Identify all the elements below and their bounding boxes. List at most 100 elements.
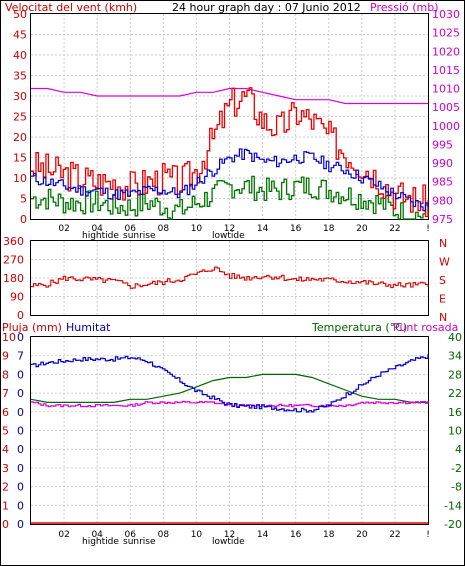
- pressure-tick: 1000: [432, 120, 460, 133]
- humidity-tick: 0: [17, 331, 24, 344]
- temperature-tick: 22: [448, 387, 462, 400]
- temperature-tick: 4: [455, 443, 462, 456]
- direction-tick: 180: [3, 272, 24, 285]
- rain-tick: 9: [2, 350, 9, 363]
- event-lowtide: lowtide: [212, 231, 245, 241]
- wind-panel-hour-labels: 02 04 06 08 10 12 14 16 18 20 22!: [58, 224, 429, 234]
- hour-label: 14: [257, 224, 269, 234]
- rain-tick: 7: [2, 387, 9, 400]
- bottom-hour-label: 12: [224, 530, 235, 540]
- pressure-tick: 1025: [432, 27, 460, 40]
- hour-label: 02: [58, 224, 69, 234]
- pressure-tick: 990: [432, 157, 453, 170]
- temperature-title: Temperatura (°C): [311, 321, 407, 334]
- wind-tick: 20: [13, 131, 27, 144]
- pressure-tick: 1030: [432, 8, 460, 21]
- humidity-tick: 0: [17, 425, 24, 438]
- humidity-line: [31, 354, 429, 413]
- bottom-hour-label: !: [426, 530, 430, 540]
- wind-tick: 50: [13, 8, 27, 21]
- direction-tick: 360: [3, 235, 24, 248]
- humidity-tick: 0: [17, 443, 24, 456]
- pressure-title: Pressió (mb): [370, 1, 439, 14]
- humidity-tick: 0: [17, 368, 24, 381]
- temperature-line: [30, 373, 428, 403]
- compass-letter: E: [439, 293, 446, 306]
- bottom-hour-label: 16: [290, 530, 302, 540]
- humidity-tick: 0: [17, 462, 24, 475]
- pressure-tick: 1015: [432, 64, 460, 77]
- direction-tick: 0: [17, 309, 24, 322]
- pressure-tick: 995: [432, 138, 453, 151]
- wind-tick: 10: [13, 172, 27, 185]
- direction-tick: 90: [10, 291, 24, 304]
- direction-panel-grid: [31, 241, 428, 315]
- rain-title: Pluja (mm): [2, 321, 62, 334]
- humidity-tick: 0: [17, 518, 24, 531]
- wind-panel-series: [31, 87, 429, 220]
- compass-letter: S: [439, 274, 446, 287]
- temperature-tick: -14: [444, 499, 462, 512]
- pressure-line: [31, 87, 428, 105]
- wind-tick: 5: [20, 193, 27, 206]
- humidity-tick: 7: [17, 350, 24, 363]
- pressure-tick: 1020: [432, 45, 460, 58]
- compass-letter: W: [439, 256, 450, 269]
- wind-tick: 0: [20, 213, 27, 226]
- direction-tick: 270: [3, 254, 24, 267]
- wind-title: Velocitat del vent (kmh): [5, 1, 137, 14]
- bottom-event-sunrise: sunrise: [123, 537, 156, 547]
- wind-tick: 25: [13, 111, 27, 124]
- rain-tick: 4: [2, 443, 9, 456]
- rain-tick: 10: [2, 331, 16, 344]
- hour-label: 04: [91, 224, 103, 234]
- bottom-hour-label: 04: [91, 530, 103, 540]
- wind-tick: 30: [13, 90, 27, 103]
- rain-tick: 8: [2, 368, 9, 381]
- pressure-axis-ticks: 975 980 985 990 995 1000 1005 1010 1015 1020 1025 1…: [432, 8, 460, 226]
- event-hightide: hightide: [82, 231, 119, 241]
- temperature-tick: 16: [448, 406, 462, 419]
- temperature-tick: 28: [448, 368, 462, 381]
- wind-tick: 15: [13, 152, 27, 165]
- rain-tick: 3: [2, 462, 9, 475]
- bottom-hour-label: 10: [191, 530, 203, 540]
- bottom-hour-label: 08: [158, 530, 170, 540]
- bottom-event-lowtide: lowtide: [212, 537, 245, 547]
- wind-avg-line: [31, 148, 429, 212]
- hour-label: 16: [290, 224, 302, 234]
- wind-tick: 35: [13, 70, 27, 83]
- humidity-tick: 0: [17, 481, 24, 494]
- humidity-tick: 0: [17, 406, 24, 419]
- wind-gust-line: [31, 87, 429, 218]
- temperature-axis-ticks: 40 34 28 22 16 10 4 -2 -8 -14 -20: [444, 331, 462, 531]
- bottom-hour-label: 06: [125, 530, 137, 540]
- humidity-tick: 0: [17, 387, 24, 400]
- dewpoint-title: Punt rosada: [393, 321, 458, 334]
- temperature-tick: 10: [448, 425, 462, 438]
- temperature-tick: -8: [451, 481, 462, 494]
- pressure-tick: 980: [432, 194, 453, 207]
- humidity-tick: 0: [17, 499, 24, 512]
- bottom-hour-label: 20: [356, 530, 368, 540]
- dewpoint-line: [31, 400, 429, 408]
- wind-axis-ticks: 0 5 10 15 20 25 30 35 40 45 50: [13, 8, 27, 226]
- bottom-hour-label: 14: [257, 530, 269, 540]
- hour-label: 06: [125, 224, 137, 234]
- rain-tick: 2: [2, 481, 9, 494]
- direction-axis-ticks: 360 270 180 90 0: [3, 235, 24, 322]
- bottom-hour-label: 02: [58, 530, 69, 540]
- compass-letter: N: [439, 237, 447, 250]
- wind-tick: 40: [13, 49, 27, 62]
- humidity-axis-ticks: 0 7 0 0 0 0 0 0 0 0 0: [17, 331, 24, 531]
- bottom-panel-grid: [31, 337, 428, 524]
- bottom-panel-series: [30, 354, 429, 524]
- hour-label: !: [426, 224, 430, 234]
- rain-tick: 6: [2, 406, 9, 419]
- hour-label: 22: [389, 224, 400, 234]
- compass-letter: N: [439, 311, 447, 324]
